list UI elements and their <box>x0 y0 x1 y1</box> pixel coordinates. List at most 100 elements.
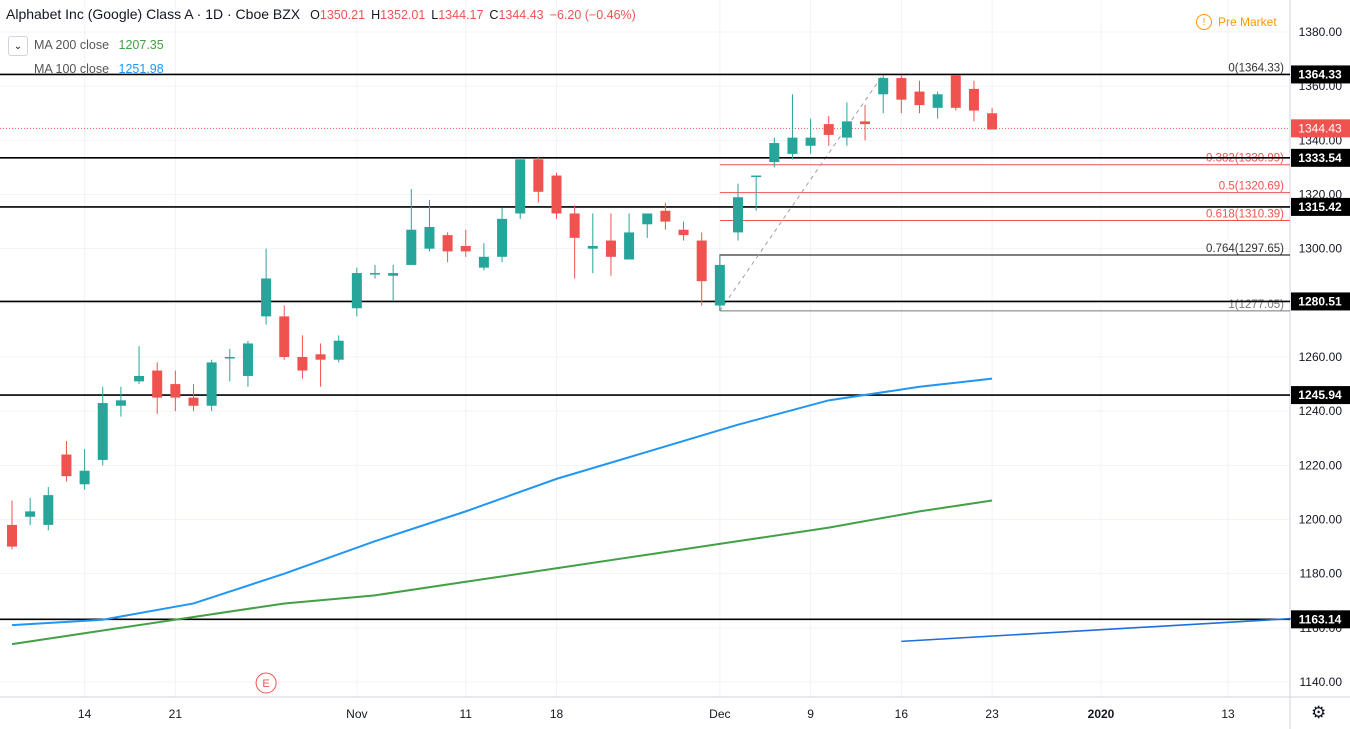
candle-body <box>460 245 471 252</box>
candle-body <box>787 137 798 154</box>
legend-ma100[interactable]: MA 100 close 1251.98 <box>34 62 164 76</box>
exclamation-icon: ! <box>1196 14 1212 30</box>
y-tick-label: 1200.00 <box>1299 513 1343 527</box>
candle-body <box>7 524 17 547</box>
candle-body <box>424 227 435 249</box>
symbol-title: Alphabet Inc (Google) Class A · 1D · Cbo… <box>6 6 301 22</box>
candle-body <box>932 94 943 108</box>
pre-market-badge[interactable]: ! Pre Market <box>1196 14 1277 30</box>
y-tick-label: 1220.00 <box>1299 458 1343 472</box>
candle <box>97 386 108 466</box>
level-badge <box>1291 148 1350 167</box>
candle-body <box>242 343 253 376</box>
candle-body <box>388 273 399 276</box>
candle-body <box>315 354 326 360</box>
pre-market-label: Pre Market <box>1218 15 1277 29</box>
candle-body <box>79 470 90 485</box>
candle <box>7 500 17 550</box>
candle <box>914 80 925 114</box>
earnings-marker <box>255 672 277 694</box>
candle-body <box>841 121 852 138</box>
candle <box>206 359 217 412</box>
candle <box>279 305 290 360</box>
candle <box>79 449 90 490</box>
ohlc-close: C1344.43 <box>489 8 544 22</box>
last-price-badge <box>1291 119 1350 138</box>
x-tick-label: 16 <box>895 707 909 721</box>
candle-body <box>279 316 290 357</box>
candle-body <box>351 273 362 309</box>
x-tick-label: 13 <box>1221 707 1235 721</box>
candle <box>823 115 834 146</box>
y-tick-label: 1240.00 <box>1299 404 1343 418</box>
candle <box>315 343 326 387</box>
x-tick-label: 9 <box>807 707 814 721</box>
candle-body <box>714 264 725 306</box>
candle <box>261 248 272 325</box>
candle <box>515 159 526 219</box>
candle <box>188 384 199 412</box>
candle-body <box>642 213 653 225</box>
candle-body <box>860 121 871 125</box>
candle <box>624 213 635 260</box>
candle-body <box>569 213 580 238</box>
candle <box>25 497 36 525</box>
ma100-line <box>11 377 993 627</box>
candle <box>533 156 544 203</box>
candle <box>370 264 380 279</box>
candle <box>733 183 743 241</box>
candle <box>714 254 725 311</box>
candle-body <box>515 159 526 214</box>
candle-body <box>587 245 598 249</box>
candle-body <box>950 75 961 108</box>
candle-body <box>261 278 272 317</box>
level-badge-label: 1280.51 <box>1298 294 1342 308</box>
x-tick-label: Dec <box>709 707 730 721</box>
candle-body <box>987 113 998 130</box>
candle-body <box>878 78 889 95</box>
candle-body <box>25 511 36 517</box>
legend-ma200[interactable]: MA 200 close 1207.35 <box>34 38 164 52</box>
candle <box>61 440 72 482</box>
candle-body <box>896 78 907 100</box>
candle <box>968 80 979 122</box>
candle-body <box>188 397 199 406</box>
candle <box>442 232 453 263</box>
x-tick-label: 11 <box>460 707 473 721</box>
candle-body <box>805 137 816 146</box>
candle-body <box>914 91 925 106</box>
candle <box>587 213 598 274</box>
candle <box>896 75 907 114</box>
candle <box>678 221 689 241</box>
legend-ma100-label: MA 100 close <box>34 62 110 76</box>
candle <box>224 348 235 382</box>
x-tick-label: 21 <box>169 707 183 721</box>
candle <box>460 229 471 257</box>
level-badge <box>1291 65 1350 84</box>
ohlc-high: H1352.01 <box>371 8 426 22</box>
collapse-legend-button[interactable]: ⌄ <box>8 36 28 56</box>
candle-body <box>442 235 453 252</box>
candle <box>860 105 871 141</box>
candle <box>242 340 253 387</box>
candle <box>551 172 562 219</box>
candle-body <box>769 143 780 162</box>
candle-body <box>370 273 380 275</box>
fib-level-label: 0.764(1297.65) <box>1206 243 1284 255</box>
y-tick-label: 1380.00 <box>1299 25 1343 39</box>
candle <box>152 362 163 414</box>
candle <box>696 232 707 306</box>
candle-body <box>678 229 689 236</box>
x-tick-label: 18 <box>550 707 564 721</box>
ohlc-open: O1350.21 <box>310 8 366 22</box>
candle-body <box>733 197 743 233</box>
candle <box>424 199 435 252</box>
candle <box>351 267 362 317</box>
level-badge-label: 1333.54 <box>1298 151 1342 165</box>
candle <box>841 102 852 146</box>
gear-icon[interactable]: ⚙ <box>1311 703 1327 722</box>
candle-body <box>605 240 616 257</box>
candle-body <box>551 175 562 214</box>
candle-body <box>968 88 979 111</box>
